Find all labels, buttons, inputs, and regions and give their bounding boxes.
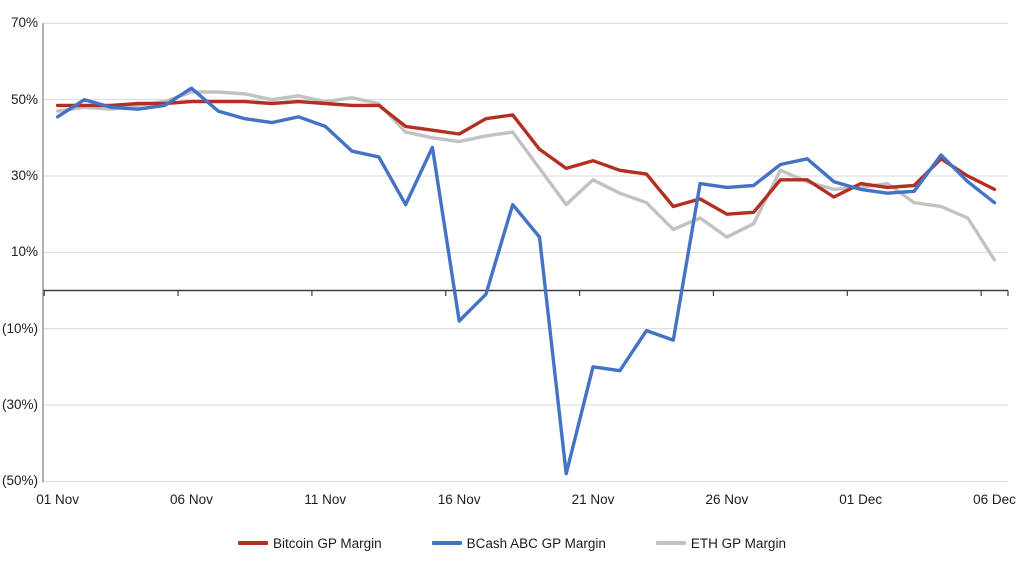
chart-legend: Bitcoin GP Margin BCash ABC GP Margin ET…	[0, 533, 1024, 553]
series-line-bitcoin-gp-margin	[55, 99, 997, 216]
legend-label-eth: ETH GP Margin	[690, 535, 786, 551]
series-line-eth-gp-margin	[55, 90, 997, 262]
y-axis-label: 30%	[10, 167, 38, 183]
x-axis-label: 06 Nov	[170, 492, 213, 507]
legend-label-bitcoin: Bitcoin GP Margin	[273, 535, 382, 551]
legend-swatch-eth	[655, 541, 686, 545]
legend-label-bcash-abc: BCash ABC GP Margin	[466, 535, 606, 551]
y-axis-label: 70%	[10, 15, 38, 31]
legend-swatch-bcash-abc	[431, 541, 462, 545]
x-axis-label: 16 Nov	[437, 492, 481, 507]
legend-item-eth: ETH GP Margin	[655, 535, 786, 552]
plot-canvas	[42, 22, 1009, 483]
y-axis-label: (10%)	[1, 320, 38, 336]
x-axis-label: 21 Nov	[571, 492, 615, 507]
x-axis-label: 11 Nov	[304, 492, 347, 507]
x-axis-label: 26 Nov	[705, 492, 749, 507]
legend-swatch-bitcoin	[238, 541, 269, 545]
x-axis-label: 06 Dec	[973, 492, 1016, 507]
y-axis-label: 50%	[10, 91, 38, 107]
y-axis-label: (50%)	[1, 473, 38, 489]
legend-item-bitcoin: Bitcoin GP Margin	[238, 535, 382, 552]
x-axis-label: 01 Nov	[36, 492, 79, 507]
y-axis-label: (30%)	[1, 397, 38, 412]
x-axis-label: 01 Dec	[839, 492, 883, 507]
y-axis-label: 10%	[10, 244, 38, 260]
series-line-bcash-abc-gp-margin	[55, 86, 997, 476]
legend-item-bcash-abc: BCash ABC GP Margin	[431, 535, 606, 552]
